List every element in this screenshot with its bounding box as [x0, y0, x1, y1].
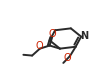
Text: O: O — [36, 41, 43, 51]
Text: N: N — [80, 31, 88, 41]
Text: O: O — [64, 53, 71, 63]
Text: O: O — [48, 29, 56, 39]
